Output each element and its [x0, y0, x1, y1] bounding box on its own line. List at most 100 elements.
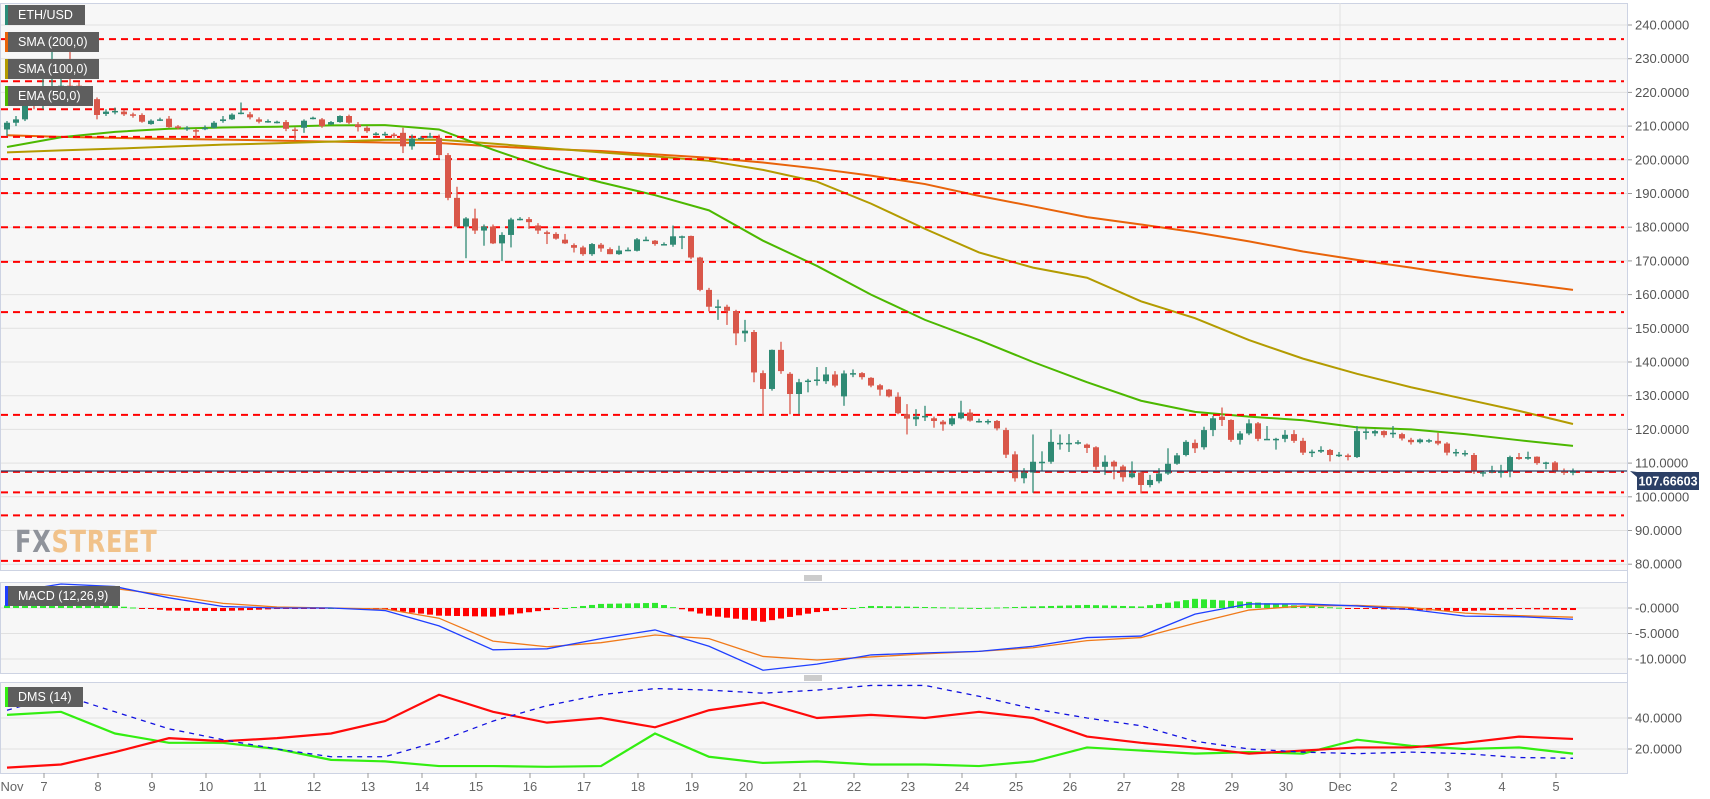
candle: [139, 113, 145, 123]
macd-histogram-bar: [1192, 598, 1198, 608]
macd-histogram-bar: [1111, 605, 1117, 608]
x-axis-label: 28: [1171, 779, 1185, 794]
symbol-label[interactable]: ETH/USD: [5, 5, 85, 25]
candle: [1138, 471, 1144, 494]
macd-histogram-bar: [598, 603, 604, 608]
macd-histogram-bar: [1066, 605, 1072, 608]
macd-histogram-bar: [1138, 606, 1144, 608]
ema50-legend[interactable]: EMA (50,0): [5, 86, 93, 106]
candle: [229, 113, 235, 121]
candle: [904, 404, 910, 435]
candle-body: [490, 226, 496, 244]
x-axis-label: 29: [1225, 779, 1239, 794]
candle: [724, 304, 730, 325]
candle: [346, 114, 352, 125]
candle-body: [949, 418, 955, 425]
macd-histogram-bar: [391, 608, 397, 611]
candle-body: [175, 126, 181, 128]
candle: [940, 419, 946, 431]
candle: [715, 299, 721, 320]
macd-histogram-bar: [1003, 607, 1009, 609]
candle: [769, 349, 775, 391]
candle-body: [1219, 416, 1225, 420]
x-axis-label: 30: [1279, 779, 1293, 794]
candle-body: [1462, 452, 1468, 455]
candle-body: [499, 234, 505, 244]
macd-histogram-bar: [1075, 605, 1081, 608]
candle-body: [670, 236, 676, 245]
candle: [1561, 468, 1567, 475]
candle-body: [184, 127, 190, 130]
candle: [832, 371, 838, 388]
macd-histogram-bar: [1174, 601, 1180, 608]
candle: [1183, 440, 1189, 457]
x-axis-label: 21: [793, 779, 807, 794]
candle-body: [958, 412, 964, 419]
panel-macd: [0, 582, 1628, 674]
candle: [274, 120, 280, 124]
watermark-fx: FX: [15, 525, 52, 560]
candle-body: [1066, 442, 1072, 445]
candle-body: [157, 119, 163, 121]
macd-histogram-bar: [580, 605, 586, 608]
candle-body: [841, 373, 847, 397]
macd-histogram-bar: [670, 607, 676, 609]
candle-body: [1318, 449, 1324, 452]
candle-body: [616, 250, 622, 255]
candle: [481, 224, 487, 246]
candle: [1444, 442, 1450, 456]
candle: [976, 418, 982, 423]
sma100-legend[interactable]: SMA (100,0): [5, 59, 100, 79]
candle: [1282, 430, 1288, 443]
macd-histogram-bar: [490, 608, 496, 617]
candle-body: [787, 373, 793, 395]
x-axis-label: 18: [631, 779, 645, 794]
candle-body: [571, 245, 577, 248]
candle: [1057, 434, 1063, 450]
macd-legend[interactable]: MACD (12,26,9): [5, 586, 121, 606]
candle: [283, 120, 289, 132]
x-axis-label: 5: [1552, 779, 1559, 794]
candle-body: [625, 249, 631, 252]
candle-body: [229, 114, 235, 120]
macd-histogram-bar: [1372, 608, 1378, 610]
dms-legend[interactable]: DMS (14): [5, 687, 84, 707]
candle: [607, 247, 613, 255]
candle: [310, 116, 316, 120]
macd-histogram-bar: [1453, 608, 1459, 611]
candle-body: [742, 330, 748, 334]
macd-histogram-bar: [1246, 601, 1252, 608]
candle: [103, 109, 109, 116]
candle: [733, 309, 739, 346]
candle-body: [445, 155, 451, 198]
candle-body: [1507, 457, 1513, 471]
candle-body: [1048, 441, 1054, 462]
macd-histogram-bar: [967, 607, 973, 609]
macd-histogram-bar: [1552, 608, 1558, 610]
macd-histogram-bar: [796, 608, 802, 616]
candle: [256, 117, 262, 124]
candle: [1327, 448, 1333, 462]
last-price-label: 107.66603: [1638, 474, 1697, 488]
macd-histogram-bar: [994, 607, 1000, 609]
macd-histogram-bar: [1543, 608, 1549, 610]
macd-histogram-bar: [805, 608, 811, 614]
candle: [751, 329, 757, 383]
candle-body: [940, 421, 946, 425]
sma200-legend[interactable]: SMA (200,0): [5, 32, 100, 52]
macd-histogram-bar: [1219, 600, 1225, 608]
candle: [1399, 432, 1405, 441]
candle-body: [1093, 447, 1099, 467]
macd-histogram-bar: [760, 608, 766, 622]
candle-body: [661, 244, 667, 246]
macd-histogram-bar: [571, 606, 577, 608]
candle: [1066, 434, 1072, 452]
candle: [643, 236, 649, 242]
macd-histogram-bar: [1570, 608, 1576, 611]
macd-histogram-bar: [1480, 608, 1486, 611]
macd-histogram-bar: [1147, 605, 1153, 608]
candle: [436, 134, 442, 159]
price-axis-tick-label: 200.0000: [1635, 152, 1689, 167]
macd-histogram-bar: [1120, 605, 1126, 608]
candle: [562, 233, 568, 245]
